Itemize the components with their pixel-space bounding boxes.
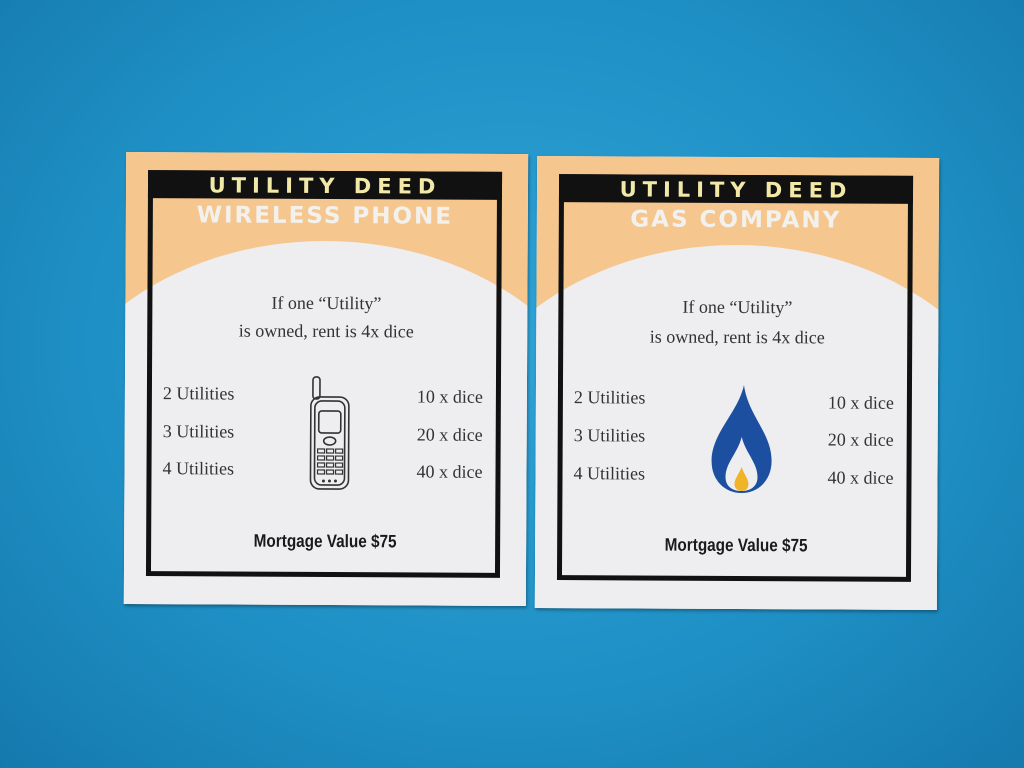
mortgage-value: Mortgage Value $75 (664, 534, 808, 556)
card-title: GAS COMPANY (630, 206, 842, 234)
row-value: 20 x dice (827, 429, 894, 450)
card-header: UTILITY DEED (558, 174, 914, 204)
row-label: 3 Utilities (573, 425, 646, 446)
rent-rule-line1: If one “Utility” (682, 296, 793, 318)
rent-rule-line1: If one “Utility” (271, 292, 382, 314)
row-label: 2 Utilities (573, 387, 646, 408)
mortgage-value: Mortgage Value $75 (253, 530, 397, 552)
utility-deed-card-gas-company: UTILITY DEED GAS COMPANY If one “Utility… (534, 155, 940, 611)
row-value: 10 x dice (416, 386, 483, 407)
card-frame (556, 174, 914, 582)
card-title: WIRELESS PHONE (196, 202, 454, 230)
gas-flame-icon (711, 385, 772, 494)
row-value: 20 x dice (416, 424, 483, 445)
row-value: 40 x dice (827, 467, 894, 488)
card-frame (145, 170, 503, 578)
row-value: 40 x dice (416, 461, 483, 482)
row-label: 4 Utilities (162, 458, 235, 479)
rent-rule-line2: is owned, rent is 4x dice (649, 326, 825, 348)
row-label: 2 Utilities (162, 383, 235, 404)
row-label: 3 Utilities (162, 421, 235, 442)
row-label: 4 Utilities (573, 463, 646, 484)
cell-phone-icon (309, 376, 350, 490)
row-value: 10 x dice (827, 392, 894, 413)
rent-rule-line2: is owned, rent is 4x dice (238, 320, 414, 342)
utility-deed-card-wireless-phone: UTILITY DEED WIRELESS PHONE If one “Util… (123, 151, 529, 607)
card-header: UTILITY DEED (147, 170, 503, 200)
